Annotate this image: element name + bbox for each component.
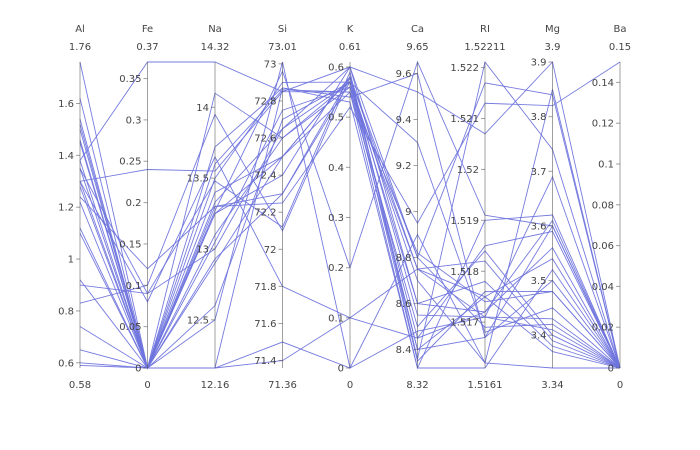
tick-label: 73	[264, 59, 277, 70]
tick-label: 0.1	[126, 281, 142, 292]
tick-label: 9.2	[396, 161, 412, 172]
tick-label: 0.3	[126, 115, 142, 126]
tick-label: 0	[608, 364, 614, 375]
tick-label: 0	[135, 364, 141, 375]
tick-label: 0.2	[328, 263, 344, 274]
tick-label: 0.06	[592, 241, 614, 252]
tick-label: 12.5	[187, 315, 209, 326]
tick-label: 3.7	[531, 167, 547, 178]
tick-label: 0.6	[58, 358, 74, 369]
tick-label: 14	[196, 103, 209, 114]
axis-na[interactable]: Na 14.32 12.16 12.5 13 13.5 14	[187, 24, 230, 391]
tick-label: 72.6	[254, 134, 276, 145]
axis-range-min: 0	[617, 380, 623, 391]
tick-label: 0.8	[58, 306, 74, 317]
tick-label: 0.02	[592, 323, 614, 334]
tick-label: 0.1	[598, 160, 614, 171]
tick-label: 3.6	[531, 221, 547, 232]
tick-label: 1.519	[450, 216, 479, 227]
tick-label: 1.522	[450, 63, 479, 74]
axis-range-max: 9.65	[406, 42, 428, 53]
tick-label: 0.4	[328, 163, 344, 174]
tick-label: 0.08	[592, 200, 614, 211]
tick-label: 0.5	[328, 113, 344, 124]
axis-title[interactable]: Fe	[142, 24, 153, 35]
tick-label: 1	[68, 255, 74, 266]
tick-label: 72.4	[254, 171, 276, 182]
axis-range-max: 0.61	[339, 42, 361, 53]
axis-range-min: 0	[347, 380, 353, 391]
axis-ca[interactable]: Ca 9.65 8.32 8.4 8.6 8.8 9 9.2 9.4 9.6	[396, 24, 429, 391]
axis-k[interactable]: K 0.61 00 0.1 0.2 0.3 0.4 0.5 0.6	[328, 24, 361, 391]
tick-label: 0.25	[119, 157, 141, 168]
tick-label: 3.8	[531, 112, 547, 123]
axis-title[interactable]: RI	[480, 24, 490, 35]
tick-label: 1.518	[450, 267, 479, 278]
tick-label: 9.6	[396, 69, 412, 80]
axis-range-min: 3.34	[541, 380, 563, 391]
axis-ba[interactable]: Ba 0.15 00 0.02 0.04 0.06 0.08 0.1 0.12 0.14	[592, 24, 631, 391]
axis-title[interactable]: Si	[278, 24, 287, 35]
tick-label: 13	[196, 245, 209, 256]
axis-mg[interactable]: Mg 3.9 3.34 3.4 3.5 3.6 3.7 3.8 3.9	[531, 24, 564, 391]
tick-label: 3.5	[531, 276, 547, 287]
tick-label: 1.6	[58, 99, 74, 110]
tick-label: 0.1	[328, 313, 344, 324]
axis-range-min: 0	[144, 380, 150, 391]
axis-fe[interactable]: Fe 0.37 00 0.05 0.1 0.15 0.2 0.25 0.3 0.35	[119, 24, 158, 391]
axis-range-min: 12.16	[201, 380, 230, 391]
tick-label: 72.2	[254, 208, 276, 219]
tick-label: 1.517	[450, 318, 479, 329]
axis-range-min: 0.58	[69, 380, 91, 391]
axes: Al1.760.580.60.811.21.41.6Fe0.37000.050.…	[58, 24, 631, 391]
axis-range-max: 1.52211	[464, 42, 505, 53]
tick-label: 8.4	[396, 345, 412, 356]
tick-label: 9.4	[396, 115, 412, 126]
axis-range-max: 1.76	[69, 42, 91, 53]
axis-title[interactable]: K	[347, 24, 354, 35]
tick-label: 72.8	[254, 96, 276, 107]
tick-label: 0.3	[328, 213, 344, 224]
tick-label: 1.2	[58, 203, 74, 214]
axis-range-min: 71.36	[268, 380, 297, 391]
tick-label: 9	[405, 207, 411, 218]
tick-label: 0.14	[592, 78, 614, 89]
axis-range-max: 14.32	[201, 42, 230, 53]
tick-label: 0.35	[119, 74, 141, 85]
tick-label: 1.52	[457, 165, 479, 176]
tick-label: 72	[264, 245, 277, 256]
tick-label: 8.6	[396, 299, 412, 310]
axis-ri[interactable]: RI 1.52211 1.5161 1.517 1.518 1.519 1.52 1.521 1…	[450, 24, 505, 391]
tick-label: 0.12	[592, 119, 614, 130]
tick-label: 0.6	[328, 63, 344, 74]
tick-label: 71.6	[254, 319, 276, 330]
axis-title[interactable]: Ca	[411, 24, 424, 35]
tick-label: 0	[338, 364, 344, 375]
axis-range-min: 8.32	[406, 380, 428, 391]
axis-si[interactable]: Si 73.01 71.36 71.4 71.6 71.8 72 72.2 72.4 72.6 72…	[254, 24, 297, 391]
tick-label: 71.4	[254, 356, 276, 367]
tick-label: 71.8	[254, 282, 276, 293]
tick-label: 0.05	[119, 322, 141, 333]
tick-label: 1.4	[58, 151, 74, 162]
axis-al[interactable]: Al 1.76 0.58 0.6 0.8 1 1.2 1.4 1.6	[58, 24, 91, 391]
axis-range-max: 3.9	[545, 42, 561, 53]
axis-title[interactable]: Mg	[545, 24, 560, 35]
axis-range-max: 0.15	[609, 42, 631, 53]
axis-range-min: 1.5161	[468, 380, 503, 391]
axis-range-max: 0.37	[136, 42, 158, 53]
axis-title[interactable]: Al	[75, 24, 85, 35]
tick-label: 3.4	[531, 331, 547, 342]
tick-label: 0.04	[592, 282, 614, 293]
tick-label: 3.9	[531, 58, 547, 69]
tick-label: 8.8	[396, 253, 412, 264]
tick-label: 0.15	[119, 239, 141, 250]
tick-label: 13.5	[187, 174, 209, 185]
axis-title[interactable]: Na	[208, 24, 222, 35]
tick-label: 0.2	[126, 198, 142, 209]
tick-label: 1.521	[450, 114, 479, 125]
axis-title[interactable]: Ba	[614, 24, 627, 35]
axis-range-max: 73.01	[268, 42, 297, 53]
